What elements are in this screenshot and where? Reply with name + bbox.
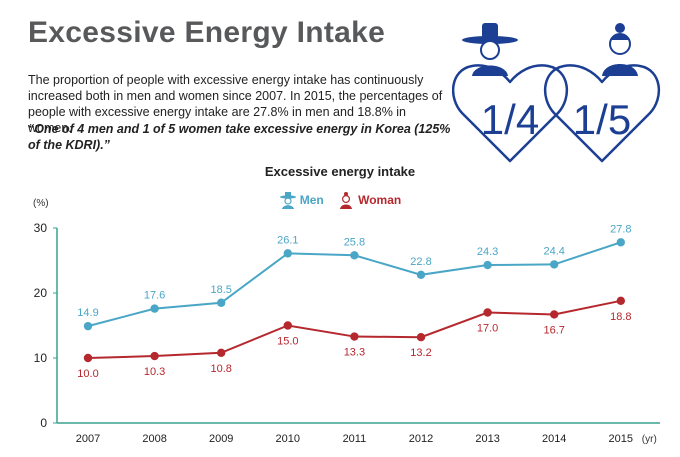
data-label: 27.8 [610,223,631,235]
man-in-gat-icon [462,23,518,76]
x-tick-label: 2009 [209,433,233,445]
data-point [550,260,559,269]
x-axis-unit-label: (yr) [642,434,657,445]
data-label: 10.3 [144,366,165,378]
woman-legend-icon [340,192,353,209]
data-point [483,260,492,270]
chart-legend: Men Woman [0,191,680,212]
quote-text: “One of 4 men and 1 of 5 women take exce… [28,122,451,152]
y-tick-label: 20 [34,286,48,300]
data-label: 24.3 [477,246,498,258]
data-label: 17.6 [144,290,165,302]
hero-graphic: 1/4 1/5 [452,23,661,163]
heart-women-icon [543,64,661,163]
x-tick-label: 2011 [343,433,367,445]
description-text: The proportion of people with excessive … [28,73,443,135]
data-point [616,296,625,305]
page-title: Excessive Energy Intake [28,16,386,49]
data-point [283,249,292,258]
data-label: 16.7 [543,324,564,336]
data-point [350,332,359,341]
x-tick-label: 2007 [76,433,100,445]
x-tick-label: 2012 [409,433,433,445]
legend-item-women: Woman [337,191,401,209]
data-label: 24.4 [543,245,564,257]
legend-label-women: Woman [358,193,402,207]
x-tick-label: 2015 [609,433,633,445]
series-line-woman [87,299,622,359]
data-point [150,304,159,313]
x-tick-label: 2010 [276,433,300,445]
data-point [83,321,93,331]
chart-title: Excessive energy intake [264,164,416,179]
data-point [483,308,492,317]
y-tick-label: 0 [40,416,47,430]
data-point [616,238,625,247]
data-point [550,310,559,319]
woman-hanbok-icon [602,23,638,76]
data-label: 15.0 [277,336,298,348]
hero-fraction-women: 1/5 [573,96,631,143]
series-line-men [87,241,622,328]
data-point [150,351,159,361]
legend-item-men: Men [279,191,324,209]
data-label: 13.2 [410,347,431,359]
y-tick-label: 30 [34,221,48,235]
data-label: 25.8 [344,236,365,248]
x-tick-label: 2013 [475,433,499,445]
data-label: 14.9 [77,307,98,319]
data-label: 10.0 [77,368,98,380]
data-label: 18.5 [210,284,231,296]
data-label: 10.8 [210,363,231,375]
data-point [83,353,93,363]
data-label: 17.0 [477,323,498,335]
data-label: 13.3 [344,347,365,359]
data-point [416,270,426,279]
x-tick-label: 2014 [542,433,566,445]
data-point [217,298,226,307]
hero-fraction-men: 1/4 [481,96,539,143]
data-label: 26.1 [277,234,298,246]
heart-men-icon [452,64,569,163]
data-point [283,321,292,330]
data-point [350,251,359,260]
data-label: 18.8 [610,311,631,323]
man-legend-icon [279,192,296,209]
data-label: 22.8 [410,256,431,268]
data-point [217,348,226,357]
legend-label-men: Men [299,193,324,207]
data-point [416,333,426,342]
y-tick-label: 10 [34,351,48,365]
x-tick-label: 2008 [142,433,166,445]
